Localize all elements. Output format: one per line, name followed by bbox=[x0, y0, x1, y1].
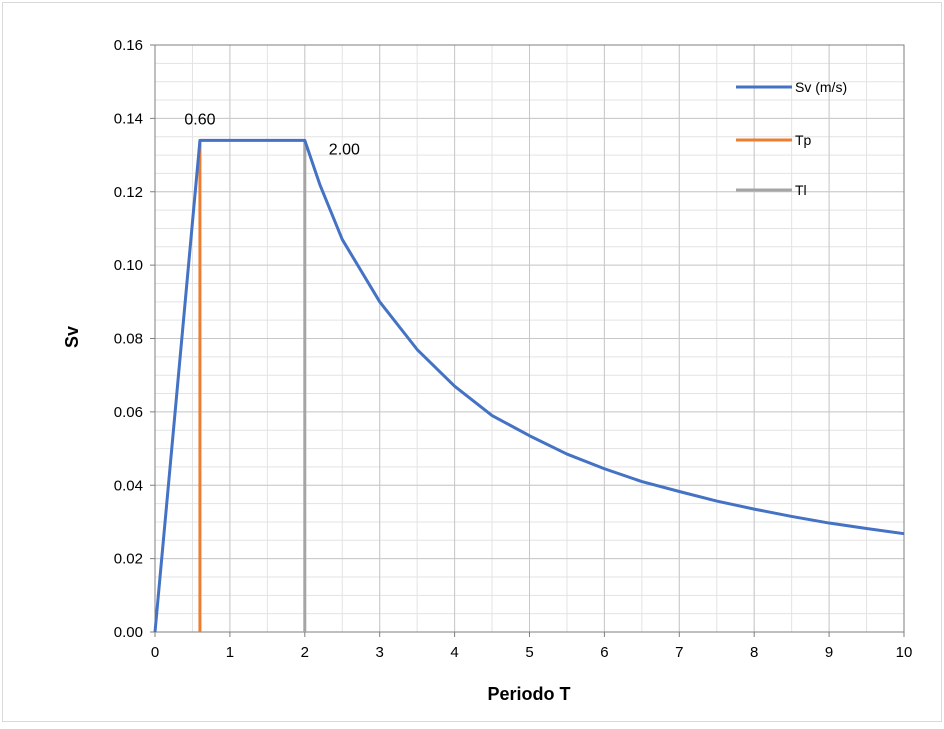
y-axis-title: Sv bbox=[62, 326, 82, 348]
y-tick-label: 0.00 bbox=[114, 624, 143, 641]
y-tick-label: 0.10 bbox=[114, 257, 143, 274]
y-tick-label: 0.16 bbox=[114, 37, 143, 54]
x-tick-label: 2 bbox=[301, 644, 309, 661]
x-tick-label: 4 bbox=[450, 644, 458, 661]
y-tick-label: 0.12 bbox=[114, 184, 143, 201]
series-layer bbox=[153, 138, 905, 633]
x-axis-title: Periodo T bbox=[487, 684, 570, 704]
annotations: 0.60 2.00 bbox=[184, 111, 360, 158]
legend-label: Tl bbox=[795, 182, 807, 198]
y-tick-label: 0.06 bbox=[114, 404, 143, 421]
y-tick-label: 0.02 bbox=[114, 551, 143, 568]
x-tick-label: 1 bbox=[226, 644, 234, 661]
legend-label: Sv (m/s) bbox=[795, 79, 847, 95]
legend: Sv (m/s) Tp Tl bbox=[736, 79, 847, 198]
series-line-sv-m-s bbox=[153, 138, 905, 633]
annotation-tp: 0.60 bbox=[184, 111, 215, 128]
grid-lines bbox=[154, 44, 905, 633]
annotation-tl: 2.00 bbox=[329, 141, 360, 158]
x-tick-label: 3 bbox=[376, 644, 384, 661]
y-tick-label: 0.14 bbox=[114, 110, 143, 127]
plot-area-border bbox=[150, 44, 905, 637]
legend-label: Tp bbox=[795, 132, 812, 148]
y-tick-label: 0.08 bbox=[114, 331, 143, 348]
x-tick-label: 5 bbox=[525, 644, 533, 661]
x-tick-label: 6 bbox=[600, 644, 608, 661]
x-tick-label: 8 bbox=[750, 644, 758, 661]
y-tick-label: 0.04 bbox=[114, 477, 143, 494]
x-tick-label: 0 bbox=[151, 644, 159, 661]
x-tick-label: 9 bbox=[825, 644, 833, 661]
x-tick-label: 10 bbox=[896, 644, 913, 661]
x-tick-label: 7 bbox=[675, 644, 683, 661]
tick-labels: 0 1 2 3 4 5 6 7 8 9 10 0.00 0.02 0.04 0.06 0.08 0.10 0.12… bbox=[114, 37, 913, 661]
